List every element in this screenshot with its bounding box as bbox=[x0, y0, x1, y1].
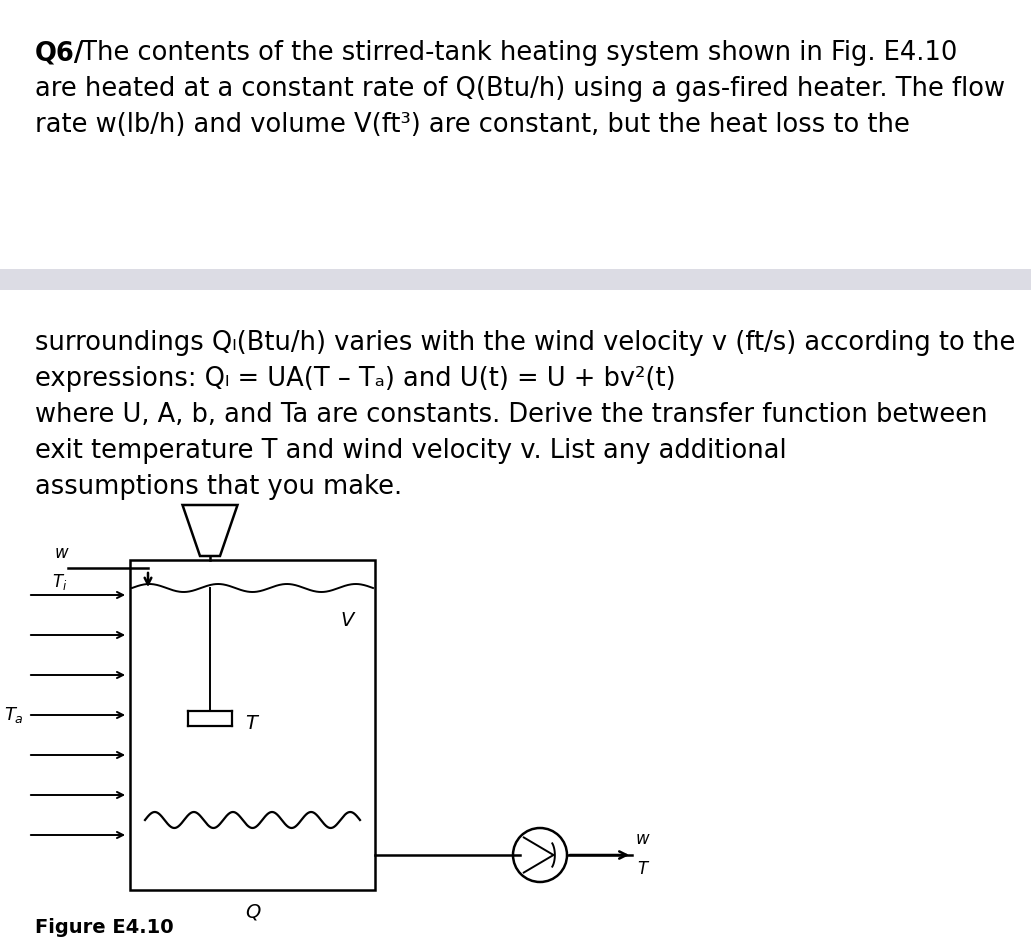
Bar bbox=[0, 269, 1031, 290]
Text: T: T bbox=[637, 860, 647, 878]
Text: The contents of the stirred-tank heating system shown in Fig. E4.10: The contents of the stirred-tank heating… bbox=[73, 40, 958, 66]
Text: assumptions that you make.: assumptions that you make. bbox=[35, 474, 402, 500]
Text: $T_a$: $T_a$ bbox=[4, 705, 24, 725]
Text: Q6/: Q6/ bbox=[35, 40, 85, 66]
Text: $T_i$: $T_i$ bbox=[52, 572, 67, 592]
Text: surroundings Qₗ(Btu/h) varies with the wind velocity v (ft/s) according to the: surroundings Qₗ(Btu/h) varies with the w… bbox=[35, 330, 1016, 356]
Text: V: V bbox=[340, 611, 354, 630]
Text: w: w bbox=[55, 544, 69, 562]
Text: expressions: Qₗ = UA(T – Tₐ) and U(t) = U + bv²(t): expressions: Qₗ = UA(T – Tₐ) and U(t) = … bbox=[35, 366, 675, 392]
Circle shape bbox=[513, 828, 567, 882]
Text: Q: Q bbox=[244, 902, 260, 921]
Text: T: T bbox=[245, 713, 257, 732]
Text: w: w bbox=[636, 830, 650, 848]
Text: are heated at a constant rate of Q(Btu/h) using a gas-fired heater. The flow: are heated at a constant rate of Q(Btu/h… bbox=[35, 76, 1005, 102]
Text: rate w(lb/h) and volume V(ft³) are constant, but the heat loss to the: rate w(lb/h) and volume V(ft³) are const… bbox=[35, 112, 910, 138]
Polygon shape bbox=[182, 505, 237, 556]
Text: where U, A, b, and Ta are constants. Derive the transfer function between: where U, A, b, and Ta are constants. Der… bbox=[35, 402, 988, 428]
Text: Figure E4.10: Figure E4.10 bbox=[35, 918, 173, 937]
Bar bbox=[130, 560, 375, 890]
Text: exit temperature T and wind velocity v. List any additional: exit temperature T and wind velocity v. … bbox=[35, 438, 787, 464]
